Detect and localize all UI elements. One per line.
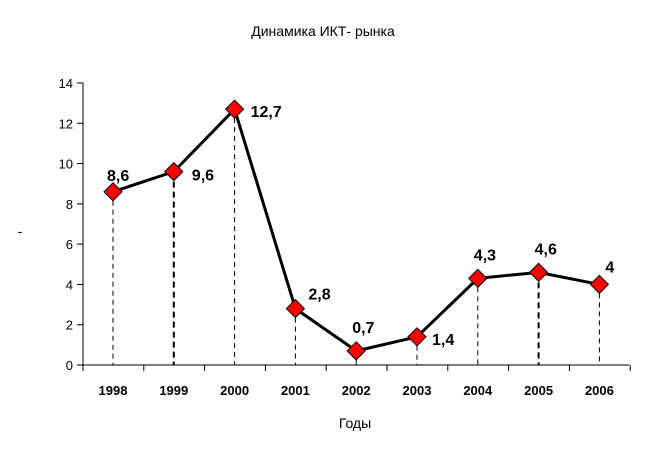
drop-lines — [112, 109, 600, 365]
data-point — [103, 182, 123, 202]
x-tick-label: 2005 — [524, 383, 553, 398]
y-tick-label: 0 — [66, 358, 73, 373]
data-point — [468, 268, 488, 289]
x-axis-label: Годы — [339, 415, 371, 431]
y-tick-label: 6 — [66, 237, 73, 252]
series-markers — [103, 99, 610, 361]
data-label: 9,6 — [192, 168, 214, 185]
data-point — [589, 274, 610, 295]
data-point — [224, 99, 245, 119]
y-tick-label: 4 — [66, 277, 73, 292]
y-tick-label: 8 — [66, 197, 73, 212]
y-axis-label: - — [18, 223, 23, 239]
data-label: 2,8 — [308, 287, 330, 304]
data-label: 1,4 — [432, 332, 454, 349]
x-tick-label: 2006 — [585, 383, 614, 398]
x-tick-label: 1999 — [159, 383, 188, 398]
series-path — [112, 107, 600, 353]
data-label: 8,6 — [107, 168, 129, 185]
data-point — [164, 161, 184, 182]
data-label: 4,6 — [535, 241, 557, 258]
data-point — [285, 298, 306, 319]
data-point — [407, 327, 427, 347]
data-labels: 8,6 9,6 12,7 2,8 0,7 1,4 4,3 4,6 4 — [107, 104, 614, 349]
axes — [77, 82, 631, 371]
x-tick-label: 2001 — [281, 383, 310, 398]
data-label: 0,7 — [352, 320, 374, 337]
x-tick-label: 1998 — [99, 383, 128, 398]
data-label: 4 — [605, 259, 614, 276]
data-point — [346, 341, 366, 361]
y-tick-label: 14 — [59, 76, 73, 91]
y-tick-label: 2 — [66, 318, 73, 333]
x-tick-label: 2000 — [220, 383, 249, 398]
chart-title: Динамика ИКТ- рынка — [251, 23, 395, 39]
x-tick-label: 2003 — [403, 383, 432, 398]
x-tick-label: 2002 — [342, 383, 371, 398]
x-tick-label: 2004 — [463, 383, 493, 398]
y-tick-label: 12 — [59, 116, 73, 131]
tick-labels: 0 2 4 6 8 10 12 14 1998 1999 2000 2001 2002 2003 2004 2… — [59, 76, 614, 398]
series-line — [112, 107, 600, 353]
data-label: 12,7 — [251, 104, 282, 121]
data-point — [528, 262, 549, 283]
data-label: 4,3 — [474, 247, 496, 264]
y-tick-label: 10 — [59, 157, 73, 172]
